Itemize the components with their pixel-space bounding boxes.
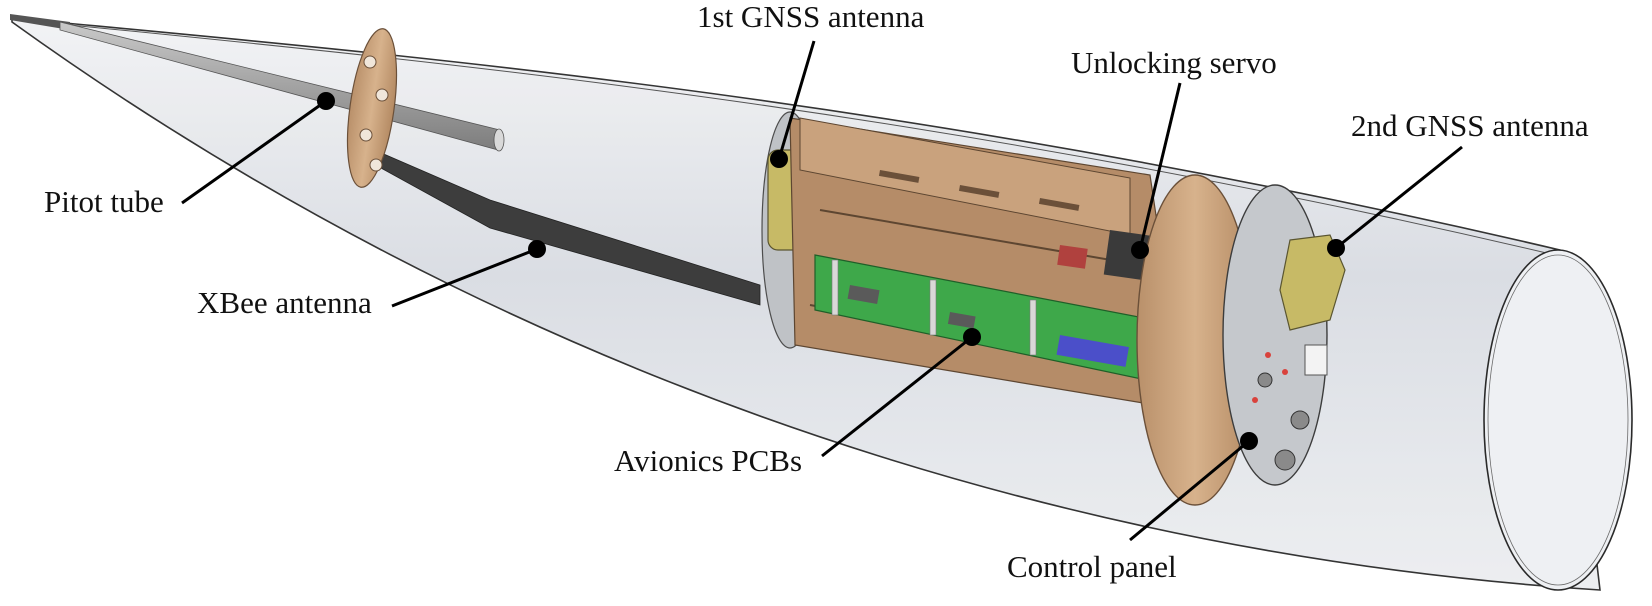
control-panel-connector <box>1290 410 1310 430</box>
leader-gnss2 <box>1335 145 1463 250</box>
bulkhead-hole <box>363 55 377 69</box>
pcb-component <box>1056 335 1129 367</box>
leader-control <box>1129 439 1250 542</box>
leader-servo <box>1138 82 1182 251</box>
leader-pitot <box>181 99 327 205</box>
leader-dot-xbee <box>528 240 546 258</box>
front-bulkhead <box>346 28 398 188</box>
control-panel-plate <box>1222 184 1328 486</box>
leader-dot-pitot <box>317 92 335 110</box>
red-component <box>1057 245 1088 269</box>
control-panel-led <box>1282 369 1288 375</box>
control-panel-led <box>1252 397 1258 403</box>
leader-xbee <box>391 247 538 308</box>
bulkhead-hole <box>369 158 383 172</box>
pcb-component <box>947 312 976 329</box>
standoff <box>831 259 839 316</box>
leader-dot-control <box>1240 432 1258 450</box>
standoff <box>929 279 937 336</box>
frame-slot <box>958 185 1000 198</box>
label-servo: Unlocking servo <box>1071 45 1277 80</box>
leader-dot-gnss1 <box>770 150 788 168</box>
label-gnss1: 1st GNSS antenna <box>697 0 925 34</box>
leader-lines <box>181 40 1463 542</box>
control-panel-led <box>1265 352 1271 358</box>
label-xbee: XBee antenna <box>197 285 372 320</box>
label-control: Control panel <box>1007 549 1177 584</box>
frame-slot <box>1038 198 1080 211</box>
gnss2-antenna-body <box>1279 234 1346 331</box>
leader-avionics <box>821 335 973 458</box>
label-avionics: Avionics PCBs <box>614 443 803 478</box>
pcb-component <box>847 285 880 304</box>
standoff <box>1029 299 1037 356</box>
leader-dots <box>317 92 1345 450</box>
leader-dot-avionics <box>963 328 981 346</box>
bulkhead-hole <box>359 128 373 142</box>
nosecone-open-end-inner <box>1487 254 1629 586</box>
leader-dot-servo <box>1131 241 1149 259</box>
label-pitot: Pitot tube <box>44 184 164 219</box>
frame-slot <box>878 170 920 183</box>
nosecone-open-end <box>1483 249 1633 591</box>
leader-dot-gnss2 <box>1327 239 1345 257</box>
control-panel-connector <box>1274 449 1296 471</box>
nosecone-tip <box>10 14 70 30</box>
bulkhead-hole <box>375 88 389 102</box>
leader-gnss1 <box>777 40 816 160</box>
control-panel-switch <box>1304 344 1328 376</box>
label-gnss2: 2nd GNSS antenna <box>1351 108 1589 143</box>
pitot-tube-end <box>493 128 505 152</box>
control-panel-connector <box>1257 372 1273 388</box>
